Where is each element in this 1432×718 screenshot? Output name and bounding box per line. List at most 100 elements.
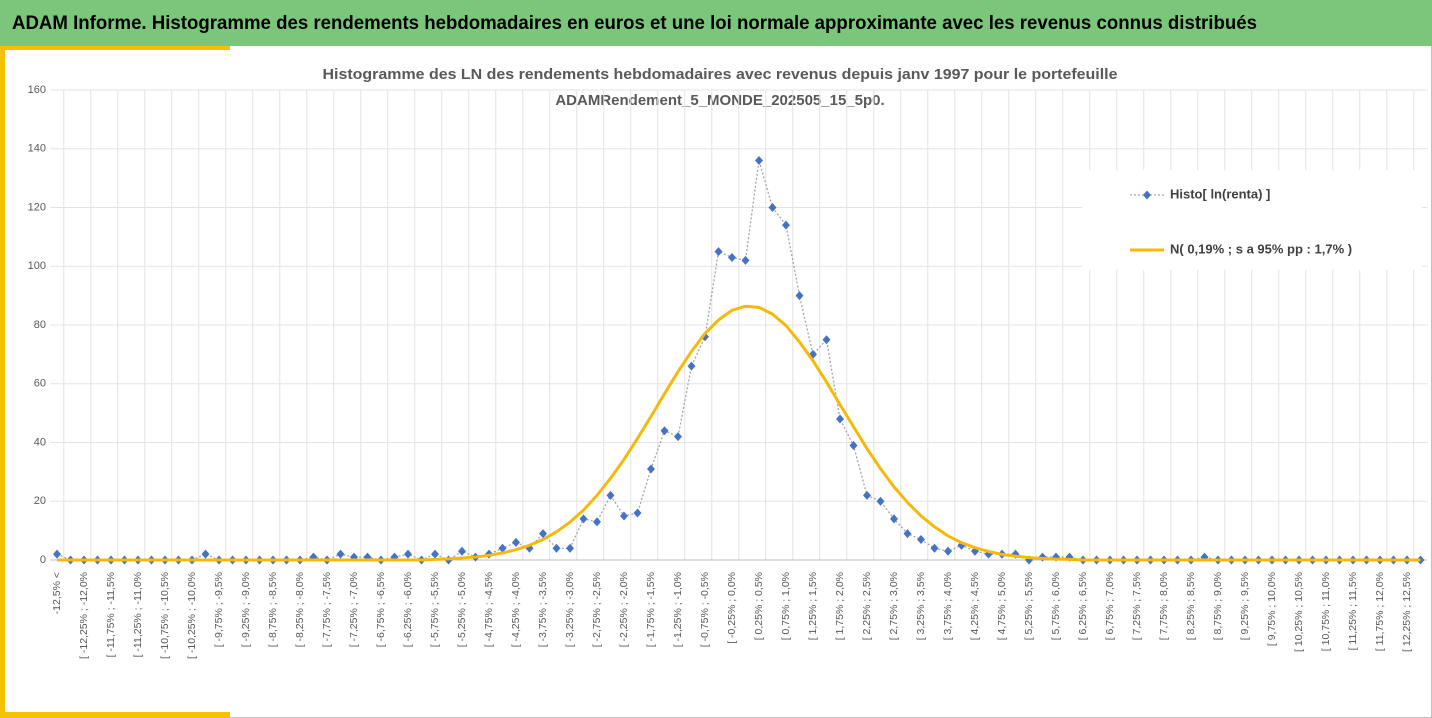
marker	[836, 414, 844, 424]
marker	[930, 543, 939, 553]
x-tick-label: [ 4,25% ; 4,5%	[969, 572, 981, 640]
x-tick-label: [ -6,75% ; -6,5%	[375, 572, 387, 647]
x-tick-label: [ -2,25% ; -2,0%	[618, 572, 630, 647]
x-tick-label: [ 8,75% ; 9,0%	[1212, 572, 1224, 640]
marker	[498, 543, 507, 553]
x-tick-label: [ 1,25% ; 1,5%	[807, 572, 819, 640]
marker	[782, 220, 790, 230]
x-tick-label: [ -10,25% ; -10,0%	[186, 572, 198, 659]
x-tick-label: [ -5,75% ; -5,5%	[429, 572, 441, 647]
x-tick-label: [ 9,75% ; 10,0%	[1266, 572, 1278, 646]
marker	[620, 511, 628, 521]
marker	[863, 490, 871, 500]
y-tick-label: 140	[28, 143, 46, 155]
y-tick-label: 100	[28, 260, 46, 272]
x-tick-label: [ 7,75% ; 8,0%	[1158, 572, 1170, 640]
x-tick-label: [ -6,25% ; -6,0%	[402, 572, 414, 647]
legend-marker	[1143, 190, 1151, 200]
x-tick-label: [ -7,75% ; -7,5%	[321, 572, 333, 647]
x-tick-label: [ 9,25% ; 9,5%	[1239, 572, 1251, 640]
x-tick-label: [ 12,25% ; 12,5%	[1401, 572, 1413, 652]
y-tick-label: 20	[34, 495, 46, 507]
x-tick-label: [ 10,75% ; 11,0%	[1320, 572, 1332, 651]
accent	[0, 712, 230, 718]
series-line	[57, 304, 1421, 562]
x-tick-label: [ -8,25% ; -8,0%	[294, 572, 306, 647]
marker	[876, 496, 885, 506]
marker	[647, 464, 655, 474]
marker	[768, 203, 777, 212]
legend-label: Histo[ ln(renta) ]	[1170, 186, 1270, 201]
marker	[512, 537, 520, 547]
marker	[714, 247, 723, 257]
accent	[0, 46, 230, 50]
x-tick-label: [ -9,25% ; -9,0%	[240, 572, 252, 647]
x-tick-label: [ 10,25% ; 10,5%	[1293, 572, 1305, 652]
marker	[593, 517, 601, 527]
x-tick-label: [ 0,25% ; 0,5%	[753, 572, 765, 640]
x-tick-label: [ 5,25% ; 5,5%	[1023, 572, 1035, 640]
marker	[917, 534, 925, 544]
x-tick-label: [ 8,25% ; 8,5%	[1185, 572, 1197, 640]
accent	[0, 46, 5, 718]
x-tick-label: [ -3,25% ; -3,0%	[564, 572, 576, 647]
x-tick-label: -12,5% <	[51, 572, 63, 614]
x-tick-label: [ -0,25% ; 0,0%	[726, 572, 738, 644]
x-tick-label: [ 11,75% ; 12,0%	[1374, 572, 1386, 651]
marker	[674, 432, 682, 442]
x-tick-label: [ 3,75% ; 4,0%	[942, 572, 954, 640]
x-tick-label: [ 11,25% ; 11,5%	[1347, 572, 1359, 650]
x-tick-label: [ -11,75% ; -11,5%	[105, 572, 117, 657]
x-tick-label: [ 4,75% ; 5,0%	[996, 572, 1008, 640]
marker	[458, 546, 466, 556]
marker	[755, 156, 763, 165]
x-tick-label: [ -1,75% ; -1,5%	[645, 572, 657, 647]
y-tick-label: 60	[34, 378, 46, 390]
x-tick-label: [ -0,75% ; -0,5%	[699, 572, 711, 647]
marker	[795, 291, 804, 301]
x-tick-label: [ 2,25% ; 2,5%	[861, 572, 873, 640]
marker	[633, 508, 642, 518]
y-tick-label: 40	[34, 436, 46, 448]
chart-title: ADAMRendement_5_MONDE_202505_15_5p0.	[555, 92, 884, 109]
x-tick-label: [ -7,25% ; -7,0%	[348, 572, 360, 647]
x-tick-label: [ -8,75% ; -8,5%	[267, 572, 279, 647]
marker	[849, 440, 858, 450]
y-tick-label: 0	[40, 554, 46, 566]
marker	[539, 529, 547, 539]
x-tick-label: [ -4,25% ; -4,0%	[510, 572, 522, 647]
marker	[404, 549, 412, 559]
header-title: ADAM Informe. Histogramme des rendements…	[12, 13, 1257, 34]
chart-title: Histogramme des LN des rendements hebdom…	[323, 66, 1118, 83]
marker	[903, 529, 912, 539]
header-bar	[0, 0, 1432, 46]
marker	[579, 514, 588, 524]
x-tick-label: [ -10,75% ; -10,5%	[159, 572, 171, 659]
marker	[822, 335, 831, 345]
marker	[944, 546, 952, 556]
marker	[201, 549, 210, 559]
marker	[741, 255, 750, 265]
y-tick-label: 80	[34, 319, 46, 331]
x-tick-label: [ -3,75% ; -3,5%	[537, 572, 549, 647]
x-tick-label: [ -1,25% ; -1,0%	[672, 572, 684, 647]
x-tick-label: [ 0,75% ; 1,0%	[780, 572, 792, 640]
marker	[606, 490, 615, 500]
x-tick-label: [ -12,25% ; -12,0%	[78, 572, 90, 659]
x-tick-label: [ 6,75% ; 7,0%	[1104, 572, 1116, 640]
x-tick-label: [ -11,25% ; -11,0%	[132, 572, 144, 657]
marker	[728, 252, 736, 262]
legend-box	[1082, 170, 1422, 270]
y-tick-label: 120	[28, 201, 46, 213]
x-tick-label: [ -9,75% ; -9,5%	[213, 572, 225, 647]
marker	[336, 549, 345, 559]
x-tick-label: [ -4,75% ; -4,5%	[483, 572, 495, 647]
marker	[552, 543, 561, 553]
x-tick-label: [ 5,75% ; 6,0%	[1050, 572, 1062, 640]
x-tick-label: [ 3,25% ; 3,5%	[915, 572, 927, 640]
legend-label: N( 0,19% ; s a 95% pp : 1,7% )	[1170, 241, 1352, 256]
marker	[566, 543, 574, 553]
marker	[53, 549, 61, 559]
x-tick-label: [ -5,25% ; -5,0%	[456, 572, 468, 647]
